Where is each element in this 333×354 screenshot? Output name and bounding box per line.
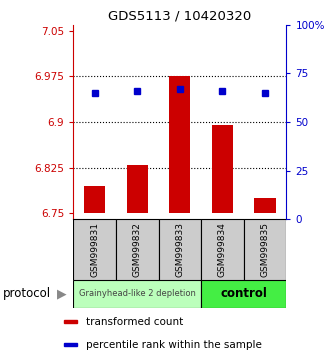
Bar	[64, 343, 77, 346]
Bar	[116, 219, 159, 280]
Bar	[84, 186, 105, 213]
Text: protocol: protocol	[3, 287, 52, 300]
Title: GDS5113 / 10420320: GDS5113 / 10420320	[108, 9, 251, 22]
Bar	[73, 219, 116, 280]
Bar	[254, 198, 276, 213]
Bar	[159, 219, 201, 280]
Text: GSM999833: GSM999833	[175, 222, 184, 277]
Bar	[169, 76, 190, 213]
Bar	[244, 219, 286, 280]
Bar	[64, 320, 77, 323]
Text: GSM999832: GSM999832	[133, 222, 142, 277]
Text: GSM999831: GSM999831	[90, 222, 99, 277]
Text: ▶: ▶	[57, 287, 66, 300]
Text: percentile rank within the sample: percentile rank within the sample	[87, 340, 262, 350]
Bar	[201, 219, 244, 280]
Text: GSM999834: GSM999834	[218, 222, 227, 277]
Text: GSM999835: GSM999835	[260, 222, 270, 277]
Bar	[201, 280, 286, 308]
Bar	[73, 280, 201, 308]
Bar	[212, 125, 233, 213]
Text: control: control	[220, 287, 267, 300]
Text: transformed count: transformed count	[87, 317, 184, 327]
Bar	[127, 165, 148, 213]
Text: Grainyhead-like 2 depletion: Grainyhead-like 2 depletion	[79, 289, 195, 298]
